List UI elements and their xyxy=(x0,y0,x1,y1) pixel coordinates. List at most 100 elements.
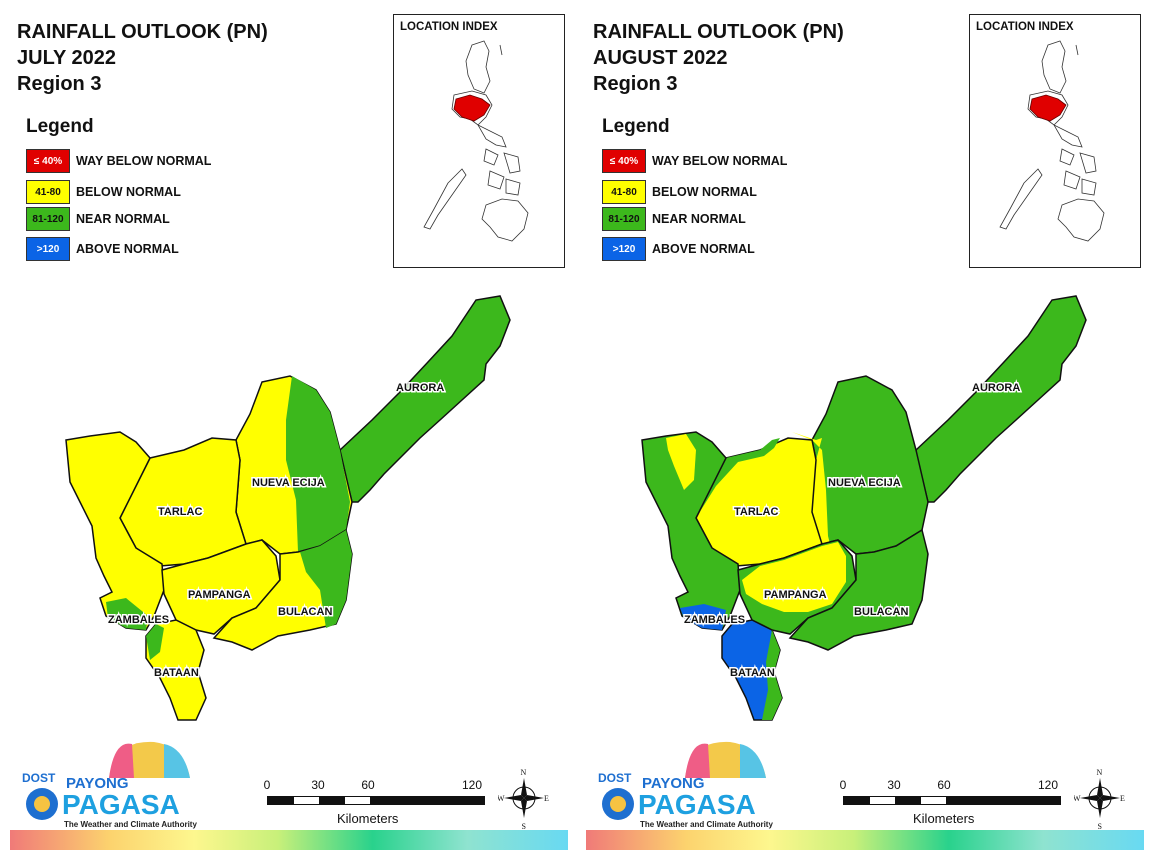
legend-swatch: 81-120 xyxy=(26,207,70,231)
legend-swatch: 41-80 xyxy=(26,180,70,204)
bulacan-near-normal-zone xyxy=(300,530,352,628)
label-tarlac: TARLAC xyxy=(734,506,778,518)
tarlac-near-normal-zone xyxy=(696,438,780,518)
bataan-near-normal-zone xyxy=(762,630,782,720)
scale-tick-30: 30 xyxy=(311,778,325,792)
payong-pagasa-logo: DOST PAYONG PAGASA The Weather and Clima… xyxy=(590,738,780,830)
label-pampanga: PAMPANGA xyxy=(764,589,827,601)
title-line-3: Region 3 xyxy=(17,73,102,95)
pampanga-below-normal-zone xyxy=(742,542,846,612)
color-gradient-strip xyxy=(586,830,1144,850)
compass-e: E xyxy=(1120,794,1125,803)
scale-tick-120: 120 xyxy=(461,778,483,792)
legend-label: WAY BELOW NORMAL xyxy=(652,154,788,168)
legend-label: NEAR NORMAL xyxy=(652,212,746,226)
title-line-1: RAINFALL OUTLOOK (PN) xyxy=(593,21,844,43)
zambales-below-normal-zone xyxy=(666,434,696,490)
scale-tick-0: 0 xyxy=(263,778,271,792)
label-aurora: AURORA xyxy=(972,382,1020,394)
label-aurora: AURORA xyxy=(396,382,444,394)
legend-label: ABOVE NORMAL xyxy=(76,242,179,256)
location-index-title: LOCATION INDEX xyxy=(976,21,1074,33)
compass-rose-icon: N S E W xyxy=(1073,768,1125,831)
title-line-2: JULY 2022 xyxy=(17,47,116,69)
scale-tick-30: 30 xyxy=(887,778,901,792)
label-pampanga: PAMPANGA xyxy=(188,589,251,601)
compass-s: S xyxy=(1098,822,1102,831)
label-nueva-ecija: NUEVA ECIJA xyxy=(828,477,901,489)
location-index-inset: LOCATION INDEX xyxy=(969,14,1141,268)
legend-title: Legend xyxy=(602,116,670,137)
logo-tagline-text: The Weather and Climate Authority xyxy=(640,820,773,829)
scale-tick-60: 60 xyxy=(937,778,951,792)
province-aurora xyxy=(339,295,511,503)
region-3-rainfall-map: AURORA NUEVA ECIJA TARLAC PAMPANGA BULAC… xyxy=(641,295,1087,721)
payong-pagasa-logo: DOST PAYONG PAGASA The Weather and Clima… xyxy=(14,738,204,830)
legend-swatch: >120 xyxy=(602,237,646,261)
logo-pagasa-text: PAGASA xyxy=(638,789,756,820)
province-aurora xyxy=(915,295,1087,503)
logo-dost-text: DOST xyxy=(598,771,632,785)
label-zambales: ZAMBALES xyxy=(108,614,169,626)
label-zambales: ZAMBALES xyxy=(684,614,745,626)
outlook-panel-july: RAINFALL OUTLOOK (PN) JULY 2022 Region 3… xyxy=(10,14,568,850)
logo-payong-text: PAYONG xyxy=(66,775,129,792)
legend-label: ABOVE NORMAL xyxy=(652,242,755,256)
compass-rose-icon: N S E W xyxy=(497,768,549,831)
compass-n: N xyxy=(521,768,527,777)
label-bataan: BATAAN xyxy=(154,667,199,679)
scale-tick-60: 60 xyxy=(361,778,375,792)
legend-label: NEAR NORMAL xyxy=(76,212,170,226)
compass-w: W xyxy=(1074,794,1081,803)
logo-tagline-text: The Weather and Climate Authority xyxy=(64,820,197,829)
region-3-highlight xyxy=(453,94,491,122)
label-bataan: BATAAN xyxy=(730,667,775,679)
legend-label: WAY BELOW NORMAL xyxy=(76,154,212,168)
province-nueva-ecija xyxy=(811,375,929,555)
legend-title: Legend xyxy=(26,116,94,137)
color-gradient-strip xyxy=(10,830,568,850)
scale-unit-label: Kilometers xyxy=(337,811,399,826)
scale-bar-segments xyxy=(843,796,1061,805)
legend-label: BELOW NORMAL xyxy=(76,185,181,199)
logo-pagasa-text: PAGASA xyxy=(62,789,180,820)
scale-tick-120: 120 xyxy=(1037,778,1059,792)
region-3-highlight xyxy=(1029,94,1067,122)
legend-swatch: 41-80 xyxy=(602,180,646,204)
compass-s: S xyxy=(522,822,526,831)
location-index-title: LOCATION INDEX xyxy=(400,21,498,33)
bataan-near-normal-zone xyxy=(146,624,164,660)
compass-e: E xyxy=(544,794,549,803)
nueva-ecija-near-normal-zone xyxy=(286,376,350,552)
scale-bar: 0 30 60 120 Kilometers xyxy=(262,778,492,828)
legend-label: BELOW NORMAL xyxy=(652,185,757,199)
location-index-inset: LOCATION INDEX xyxy=(393,14,565,268)
legend-swatch: ≤ 40% xyxy=(602,149,646,173)
north-arrow-compass: N S E W xyxy=(497,764,550,832)
outlook-panel-august: RAINFALL OUTLOOK (PN) AUGUST 2022 Region… xyxy=(576,0,1152,864)
nueva-ecija-below-normal-zone xyxy=(792,432,850,560)
title-line-3: Region 3 xyxy=(593,73,678,95)
scale-tick-0: 0 xyxy=(839,778,847,792)
map-title: RAINFALL OUTLOOK (PN) AUGUST 2022 Region… xyxy=(593,19,844,97)
map-title: RAINFALL OUTLOOK (PN) JULY 2022 Region 3 xyxy=(17,19,268,97)
label-tarlac: TARLAC xyxy=(158,506,202,518)
zambales-near-normal-zone xyxy=(106,598,148,630)
scale-unit-label: Kilometers xyxy=(913,811,975,826)
compass-n: N xyxy=(1097,768,1103,777)
province-bulacan xyxy=(788,528,929,651)
zambales-above-normal-zone xyxy=(680,604,726,630)
logo-dost-text: DOST xyxy=(22,771,56,785)
legend-swatch: 81-120 xyxy=(602,207,646,231)
compass-w: W xyxy=(498,794,505,803)
legend-swatch: ≤ 40% xyxy=(26,149,70,173)
label-bulacan: BULACAN xyxy=(278,606,332,618)
legend-swatch: >120 xyxy=(26,237,70,261)
umbrella-logo-graphic: DOST PAYONG PAGASA The Weather and Clima… xyxy=(22,741,197,829)
scale-bar: 0 30 60 120 Kilometers xyxy=(838,778,1068,828)
north-arrow-compass: N S E W xyxy=(1073,764,1126,832)
logo-payong-text: PAYONG xyxy=(642,775,705,792)
label-bulacan: BULACAN xyxy=(854,606,908,618)
philippines-outline-map xyxy=(423,40,529,242)
label-nueva-ecija: NUEVA ECIJA xyxy=(252,477,325,489)
